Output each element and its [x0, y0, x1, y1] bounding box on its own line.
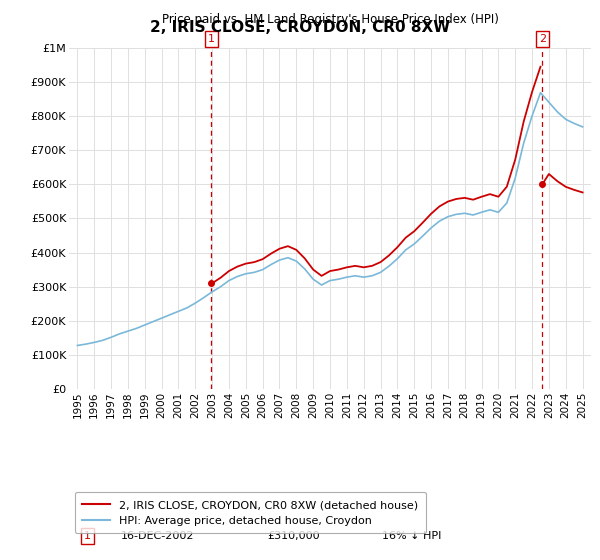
Text: 2: 2: [539, 34, 546, 44]
Title: Price paid vs. HM Land Registry's House Price Index (HPI): Price paid vs. HM Land Registry's House …: [161, 13, 499, 26]
Text: 16% ↓ HPI: 16% ↓ HPI: [382, 531, 442, 541]
Text: 1: 1: [208, 34, 215, 44]
Text: 2, IRIS CLOSE, CROYDON, CR0 8XW: 2, IRIS CLOSE, CROYDON, CR0 8XW: [150, 20, 450, 35]
Legend: 2, IRIS CLOSE, CROYDON, CR0 8XW (detached house), HPI: Average price, detached h: 2, IRIS CLOSE, CROYDON, CR0 8XW (detache…: [74, 492, 426, 534]
Text: £310,000: £310,000: [268, 531, 320, 541]
Text: 1: 1: [84, 531, 91, 541]
Text: 16-DEC-2002: 16-DEC-2002: [121, 531, 194, 541]
